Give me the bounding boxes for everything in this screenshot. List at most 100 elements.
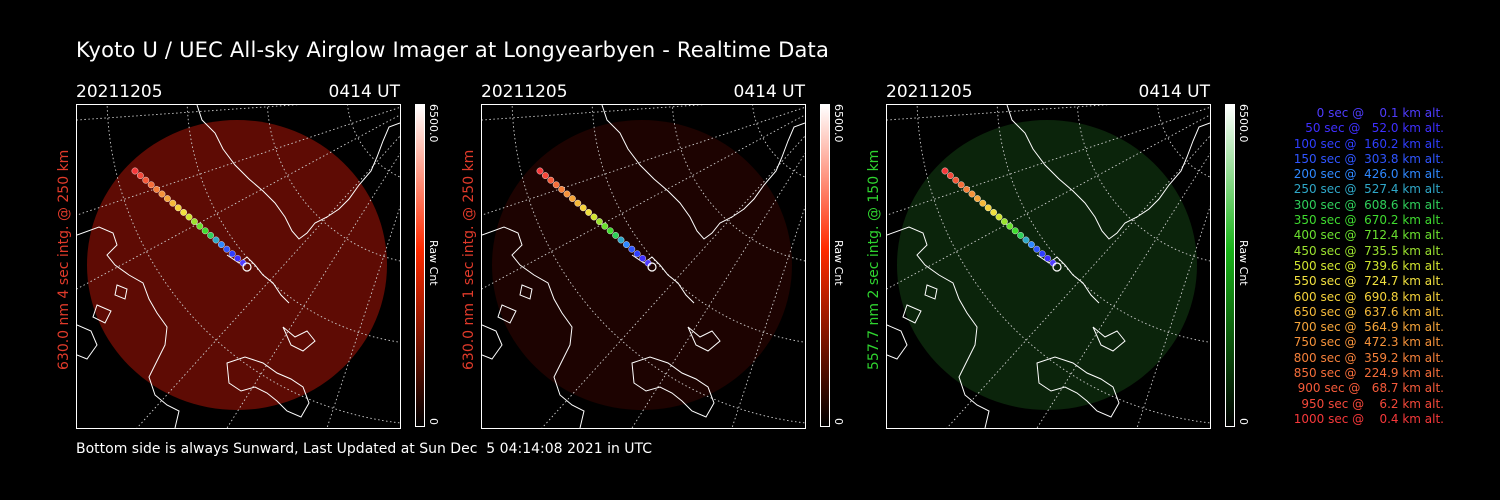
panel-3-colorbar <box>1225 104 1235 427</box>
panel-2-cbar-max: 6500.0 <box>832 104 845 143</box>
panel-2-side-label: 630.0 nm 1 sec intg. @ 250 km <box>461 149 477 370</box>
trajectory-point <box>542 172 549 180</box>
legend-entry: 450 sec @ 735.5 km alt. <box>1289 243 1444 258</box>
rocket-trajectory <box>536 167 657 272</box>
airglow-region <box>87 120 387 410</box>
trajectory-point <box>212 236 220 244</box>
panel-1-image <box>76 104 401 429</box>
trajectory-point <box>612 231 620 239</box>
legend-entry: 350 sec @ 670.2 km alt. <box>1289 213 1444 228</box>
trajectory-point <box>196 222 204 230</box>
trajectory-point <box>180 209 188 216</box>
panel-3-time: 0414 UT <box>1138 82 1211 102</box>
legend-entry: 800 sec @ 359.2 km alt. <box>1289 350 1444 365</box>
trajectory-point <box>137 172 144 180</box>
trajectory-point <box>536 167 544 175</box>
trajectory-point <box>207 231 215 239</box>
legend-entry: 900 sec @ 68.7 km alt. <box>1293 381 1444 396</box>
legend-entry: 750 sec @ 472.3 km alt. <box>1289 335 1444 350</box>
rocket-trajectory <box>941 167 1062 272</box>
legend-entry: 650 sec @ 637.6 km alt. <box>1289 304 1444 319</box>
trajectory-point <box>990 209 998 216</box>
trajectory-point <box>574 199 582 207</box>
trajectory-point <box>558 186 566 193</box>
trajectory-point <box>963 186 971 193</box>
trajectory-point <box>968 190 976 198</box>
rocket-trajectory <box>131 167 252 272</box>
trajectory-point <box>633 250 641 258</box>
trajectory-point <box>563 190 571 198</box>
trajectory-point <box>223 245 231 253</box>
trajectory-point <box>941 167 949 175</box>
panel-1-cbar-min: 0 <box>427 418 440 425</box>
trajectory-point <box>585 209 593 216</box>
panel-1-side-label: 630.0 nm 4 sec intg. @ 250 km <box>56 149 72 370</box>
legend-entry: 600 sec @ 690.8 km alt. <box>1289 289 1444 304</box>
panel-2-date: 20211205 <box>481 82 568 102</box>
trajectory-point <box>579 204 587 212</box>
legend-entry: 200 sec @ 426.0 km alt. <box>1289 167 1444 182</box>
trajectory-point <box>191 218 198 226</box>
trajectory-point <box>547 176 555 184</box>
legend-entry: 950 sec @ 6.2 km alt. <box>1297 396 1444 411</box>
panel-2-time: 0414 UT <box>733 82 806 102</box>
trajectory-point <box>164 195 171 203</box>
panel-1-time: 0414 UT <box>328 82 401 102</box>
legend-entry: 500 sec @ 739.6 km alt. <box>1289 258 1444 273</box>
trajectory-point <box>957 181 965 189</box>
trajectory-point <box>142 176 150 184</box>
legend-entry: 1000 sec @ 0.4 km alt. <box>1293 411 1444 426</box>
trajectory-point <box>639 254 647 262</box>
legend-entry: 100 sec @ 160.2 km alt. <box>1289 136 1444 151</box>
trajectory-point <box>158 190 166 198</box>
panel-3-date: 20211205 <box>886 82 973 102</box>
station-marker <box>1052 262 1062 272</box>
panel-3-image <box>886 104 1211 429</box>
trajectory-point <box>1001 218 1008 226</box>
trajectory-point <box>606 227 614 235</box>
panel-2-cbar-unit: Raw Cnt <box>832 240 845 286</box>
trajectory-point <box>147 181 155 189</box>
trajectory-point <box>1017 231 1025 239</box>
coastline <box>482 105 805 428</box>
footer-note: Bottom side is always Sunward, Last Upda… <box>76 441 653 457</box>
coastline <box>887 105 1210 428</box>
trajectory-point <box>201 227 209 235</box>
trajectory-point <box>1044 254 1052 262</box>
trajectory-point <box>952 176 960 184</box>
trajectory-point <box>622 241 630 249</box>
trajectory-point <box>947 172 954 180</box>
panel-2-image <box>481 104 806 429</box>
trajectory-point <box>617 236 625 244</box>
legend-entry: 400 sec @ 712.4 km alt. <box>1289 228 1444 243</box>
trajectory-point <box>995 213 1003 221</box>
legend-entry: 550 sec @ 724.7 km alt. <box>1289 274 1444 289</box>
trajectory-point <box>174 204 182 212</box>
trajectory-point <box>601 222 609 230</box>
trajectory-point <box>153 186 161 193</box>
trajectory-point <box>131 167 139 175</box>
trajectory-point <box>569 195 576 203</box>
trajectory-point <box>1033 245 1041 253</box>
panel-3-cbar-min: 0 <box>1237 418 1250 425</box>
trajectory-point <box>1006 222 1014 230</box>
legend-entry: 700 sec @ 564.9 km alt. <box>1289 320 1444 335</box>
lat-lon-grid <box>77 105 400 428</box>
legend-entry: 300 sec @ 608.6 km alt. <box>1289 197 1444 212</box>
trajectory-point <box>628 245 636 253</box>
trajectory-point <box>974 195 981 203</box>
legend-entry: 150 sec @ 303.8 km alt. <box>1289 151 1444 166</box>
panel-1-colorbar <box>415 104 425 427</box>
legend-entry: 850 sec @ 224.9 km alt. <box>1289 366 1444 381</box>
airglow-region <box>492 120 792 410</box>
trajectory-point <box>234 254 242 262</box>
station-marker <box>647 262 657 272</box>
trajectory-point <box>217 241 225 249</box>
legend-entry: 0 sec @ 0.1 km alt. <box>1305 106 1444 120</box>
airglow-region <box>897 120 1197 410</box>
trajectory-point <box>1011 227 1019 235</box>
panel-1-cbar-max: 6500.0 <box>427 104 440 143</box>
panel-2-cbar-min: 0 <box>832 418 845 425</box>
legend-entry: 250 sec @ 527.4 km alt. <box>1289 182 1444 197</box>
trajectory-point <box>228 250 236 258</box>
